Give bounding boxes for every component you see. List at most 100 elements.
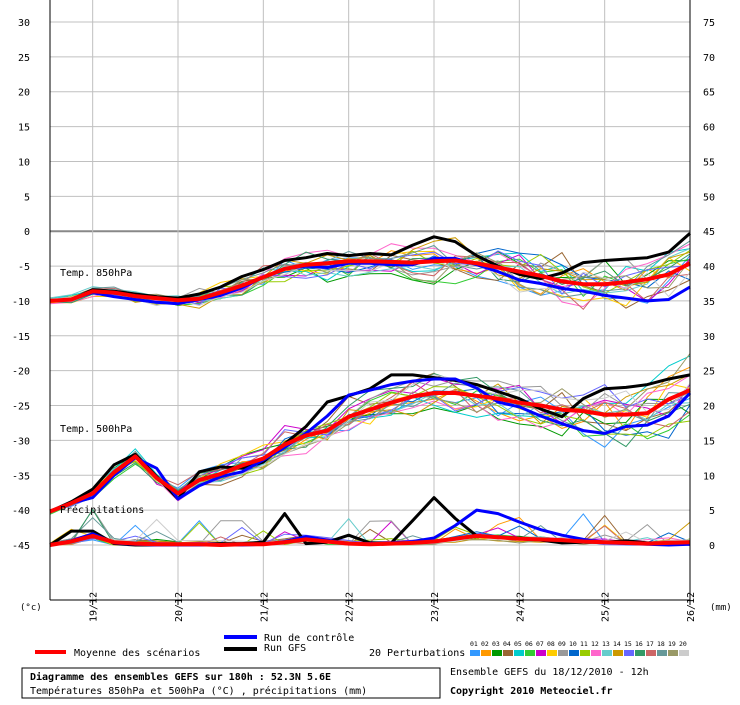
- left-tick-label: -20: [12, 367, 30, 378]
- title-box: [21, 667, 441, 699]
- member-number: 15: [624, 640, 632, 648]
- member-number: 08: [547, 640, 555, 648]
- member-swatch: [679, 650, 689, 656]
- x-tick-label: 21/12: [259, 592, 270, 622]
- member-number: 11: [580, 640, 588, 648]
- left-tick-label: -30: [12, 436, 30, 447]
- member-swatch: [657, 650, 667, 656]
- member-number: 19: [668, 640, 676, 648]
- member-swatch: [470, 650, 480, 656]
- member-swatch: [514, 650, 524, 656]
- left-tick-label: 10: [18, 157, 30, 168]
- right-tick-label: 25: [703, 367, 715, 378]
- right-tick-label: 60: [703, 123, 715, 134]
- member-number: 01: [470, 640, 478, 648]
- left-tick-label: 5: [24, 192, 30, 203]
- left-unit: (°c): [20, 603, 42, 613]
- member-swatch: [602, 650, 612, 656]
- member-number: 09: [558, 640, 566, 648]
- left-tick-label: 25: [18, 53, 30, 64]
- left-tick-label: -5: [18, 262, 30, 273]
- x-tick-label: 24/12: [515, 592, 526, 622]
- right-tick-label: 0: [709, 541, 715, 552]
- right-tick-label: 10: [703, 471, 715, 482]
- right-tick-label: 35: [703, 297, 715, 308]
- series-line-t500: [49, 377, 692, 513]
- right-tick-label: 75: [703, 18, 715, 29]
- member-swatch: [646, 650, 656, 656]
- legend-gfs-label: Run GFS: [264, 643, 306, 654]
- left-tick-label: -40: [12, 506, 30, 517]
- right-tick-label: 70: [703, 53, 715, 64]
- left-tick-label: -25: [12, 402, 30, 413]
- member-number: 04: [503, 640, 511, 648]
- left-tick-label: 30: [18, 18, 30, 29]
- member-number: 02: [481, 640, 489, 648]
- left-tick-label: -10: [12, 297, 30, 308]
- member-number: 13: [602, 640, 610, 648]
- right-tick-label: 15: [703, 436, 715, 447]
- perturbation-line: [49, 252, 691, 303]
- member-number: 14: [613, 640, 621, 648]
- series-line-t500: [49, 388, 691, 514]
- x-tick-label: 22/12: [345, 592, 356, 622]
- right-tick-label: 55: [703, 157, 715, 168]
- main-series: [49, 232, 692, 547]
- copyright: Copyright 2010 Meteociel.fr: [450, 685, 613, 697]
- x-tick-label: 26/12: [686, 592, 697, 622]
- right-tick-label: 40: [703, 262, 715, 273]
- member-number: 16: [635, 640, 643, 648]
- member-number: 12: [591, 640, 599, 648]
- label-t500: Temp. 500hPa: [60, 424, 132, 435]
- right-tick-label: 45: [703, 227, 715, 238]
- left-tick-label: -45: [12, 541, 30, 552]
- member-number: 17: [646, 640, 654, 648]
- perturbation-line: [49, 240, 691, 305]
- chart-subtitle: Températures 850hPa et 500hPa (°C) , pré…: [30, 685, 367, 697]
- member-swatch: [536, 650, 546, 656]
- chart-title: Diagramme des ensembles GEFS sur 180h : …: [30, 671, 331, 683]
- series-line-t850: [49, 256, 691, 306]
- label-t850: Temp. 850hPa: [60, 268, 132, 279]
- label-precip: Précipitations: [60, 504, 144, 516]
- member-swatch: [558, 650, 568, 656]
- member-number: 20: [679, 640, 687, 648]
- member-swatch: [569, 650, 579, 656]
- x-tick-label: 23/12: [430, 592, 441, 622]
- member-swatch: [580, 650, 590, 656]
- member-swatch: [613, 650, 623, 656]
- member-number: 18: [657, 640, 665, 648]
- member-number: 10: [569, 640, 577, 648]
- x-tick-label: 25/12: [601, 592, 612, 622]
- left-tick-label: -15: [12, 332, 30, 343]
- member-swatch: [547, 650, 557, 656]
- right-unit: (mm): [710, 603, 732, 613]
- legend: Moyenne des scénarios Run de contrôle Ru…: [35, 632, 689, 659]
- member-swatch: [635, 650, 645, 656]
- series-line-t850: [49, 258, 691, 303]
- left-tick-label: -35: [12, 471, 30, 482]
- legend-control-label: Run de contrôle: [264, 632, 354, 644]
- right-tick-label: 20: [703, 402, 715, 413]
- legend-mean-label: Moyenne des scénarios: [74, 647, 200, 659]
- right-tick-label: 30: [703, 332, 715, 343]
- run-info: Ensemble GEFS du 18/12/2010 - 12h: [450, 667, 649, 678]
- x-tick-label: 20/12: [174, 592, 185, 622]
- legend-perturbations-label: 20 Perturbations: [369, 648, 465, 659]
- member-swatch: [481, 650, 491, 656]
- member-number: 05: [514, 640, 522, 648]
- member-number: 03: [492, 640, 500, 648]
- left-tick-label: 20: [18, 88, 30, 99]
- x-tick-label: 19/12: [89, 592, 100, 622]
- series-line-precip: [49, 533, 691, 547]
- right-tick-label: 65: [703, 88, 715, 99]
- member-swatch: [591, 650, 601, 656]
- left-tick-label: 15: [18, 123, 30, 134]
- member-swatch: [492, 650, 502, 656]
- perturbation-line: [49, 256, 691, 307]
- member-swatch: [624, 650, 634, 656]
- member-number: 06: [525, 640, 533, 648]
